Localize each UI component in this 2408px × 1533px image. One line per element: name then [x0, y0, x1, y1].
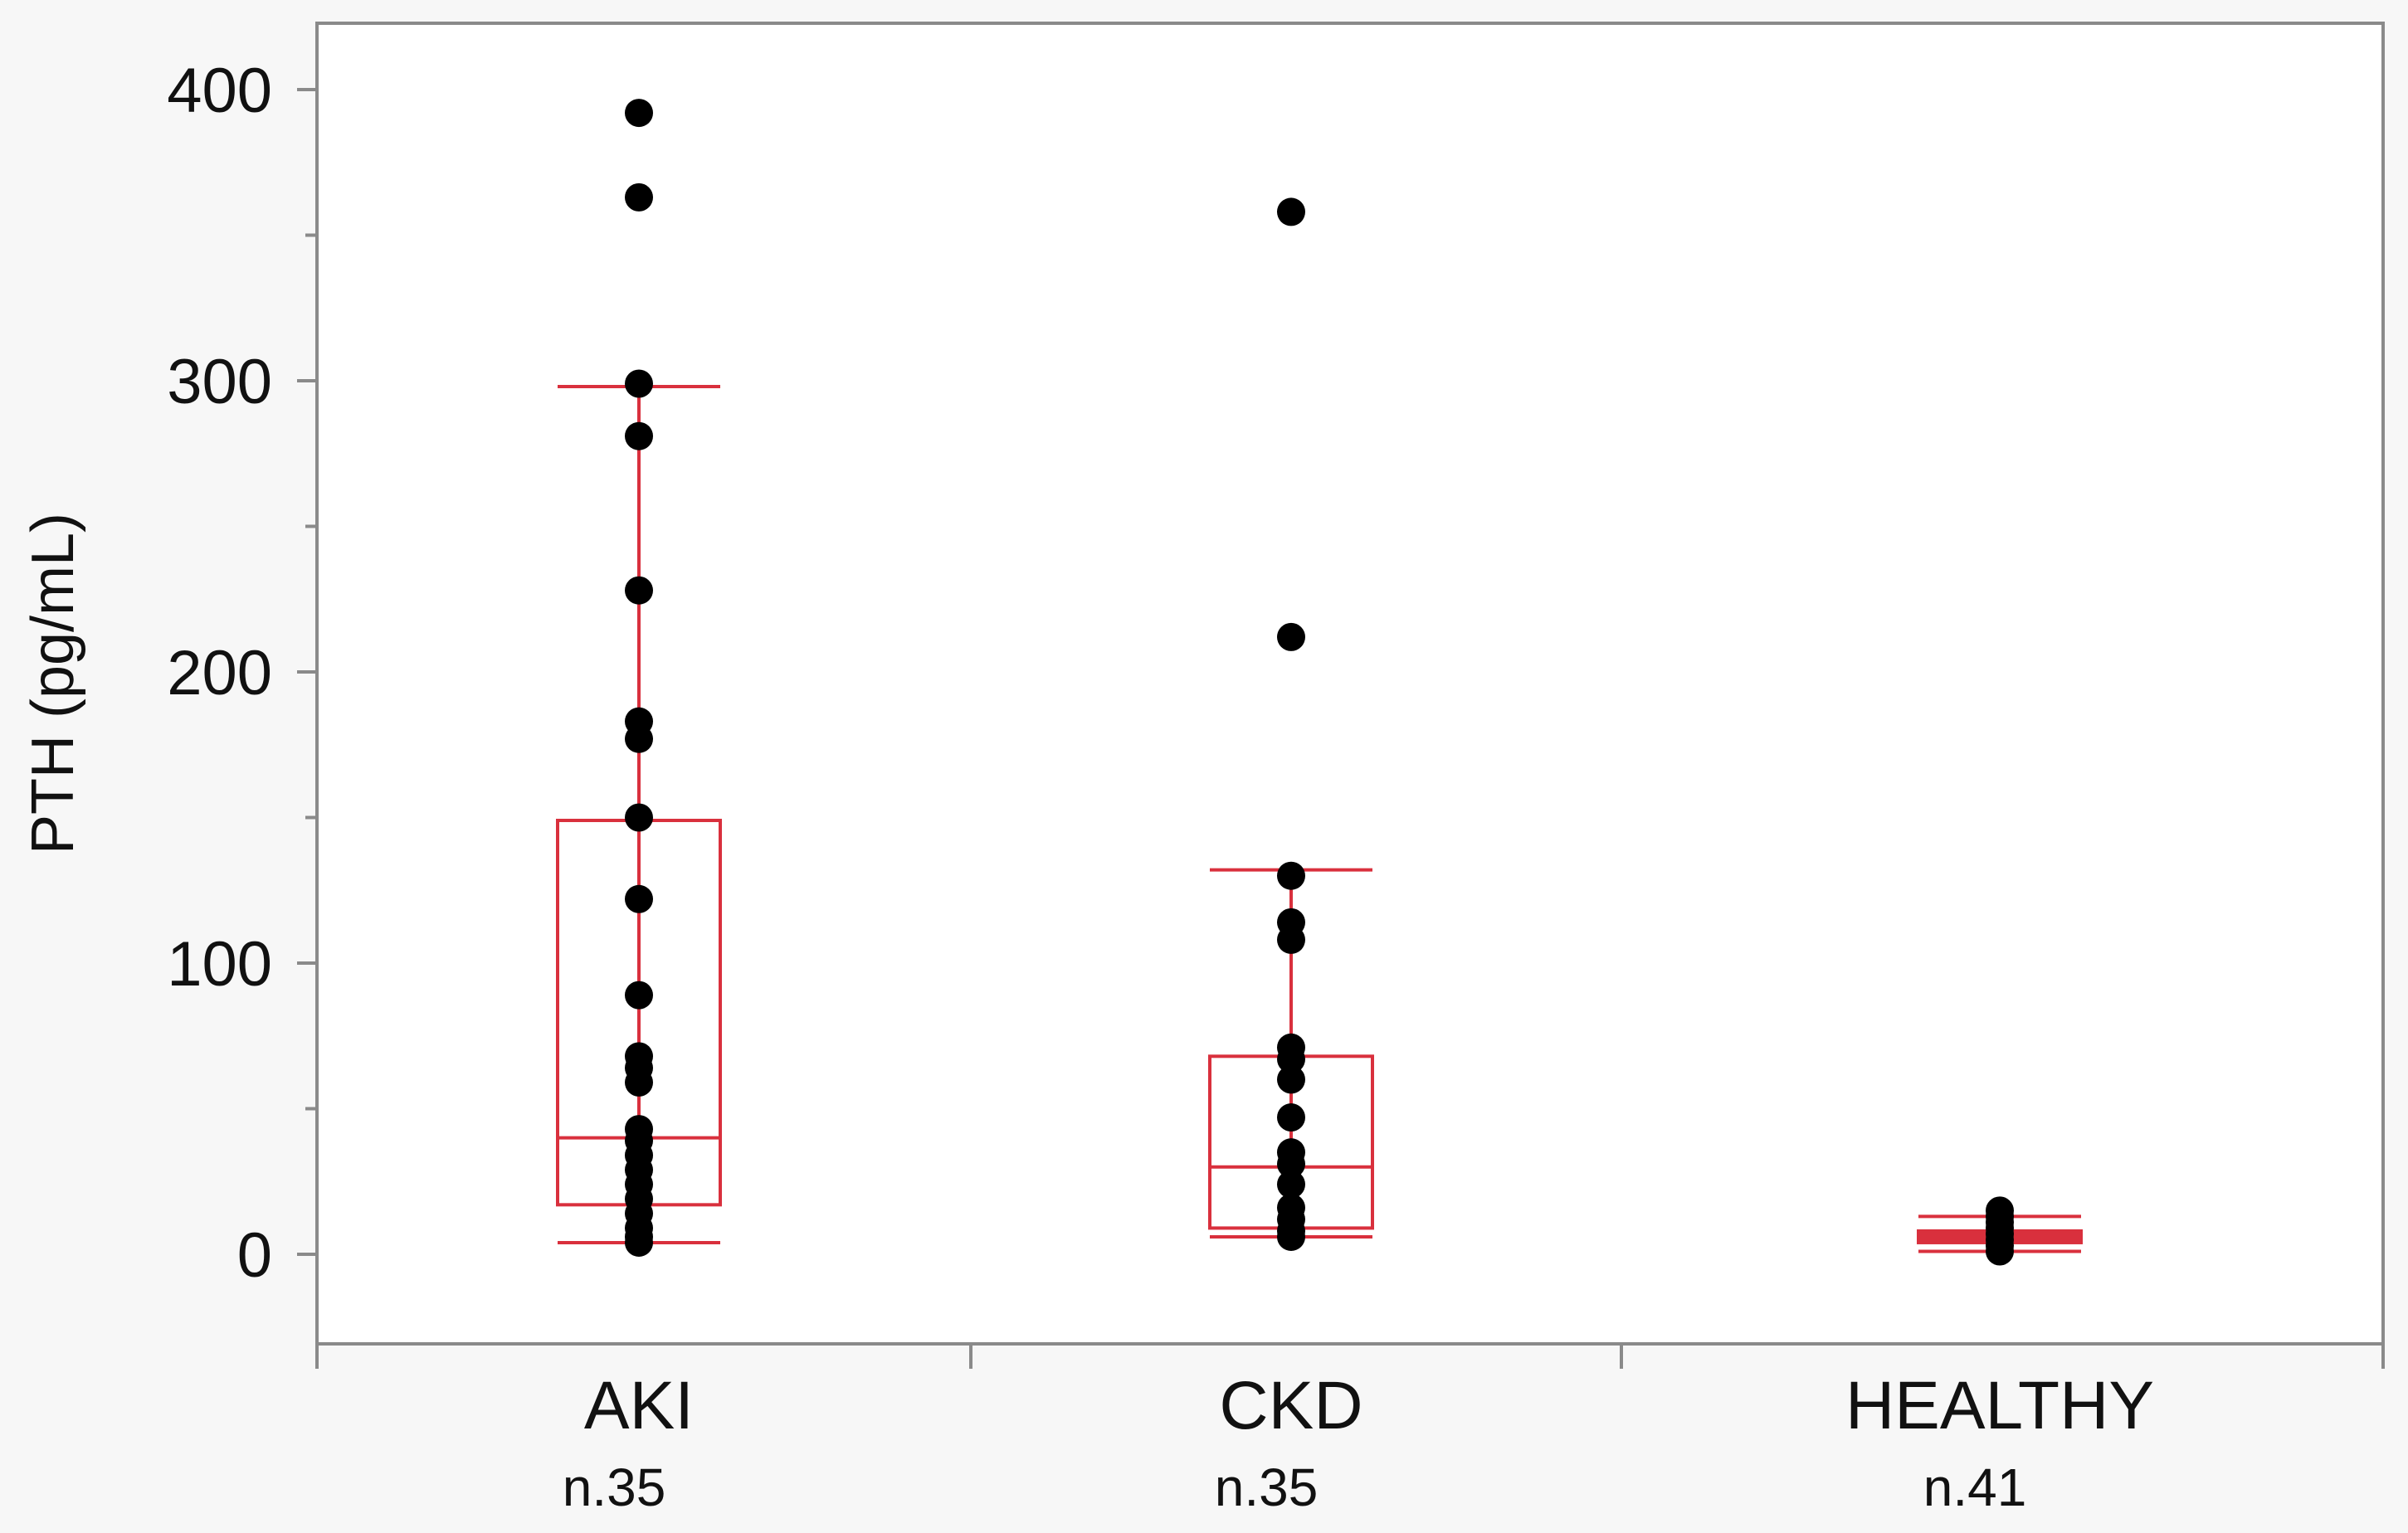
data-point — [1277, 1044, 1305, 1073]
data-point — [1277, 197, 1305, 226]
data-points — [625, 99, 2014, 1266]
data-point — [625, 1068, 653, 1097]
y-axis: 0 100 200 300 400 — [167, 56, 317, 1291]
y-tick-label: 100 — [167, 929, 272, 1000]
x-sample-size-label: n.35 — [563, 1458, 666, 1517]
data-point — [1986, 1237, 2014, 1266]
data-point — [1277, 1065, 1305, 1094]
x-category-label: HEALTHY — [1845, 1368, 2154, 1443]
plot-area — [315, 22, 2385, 1346]
data-point — [1277, 1222, 1305, 1251]
x-sample-size-label: n.35 — [1215, 1458, 1319, 1517]
data-point — [1277, 1150, 1305, 1179]
data-point — [625, 1228, 653, 1257]
y-tick-label: 0 — [237, 1220, 272, 1291]
x-axis: AKI n.35 CKD n.35 HEALTHY n.41 — [315, 1344, 2385, 1517]
data-point — [625, 884, 653, 913]
x-category-label: CKD — [1219, 1368, 1362, 1443]
data-point — [625, 369, 653, 398]
data-point — [1277, 861, 1305, 890]
data-point — [625, 576, 653, 605]
data-point — [625, 981, 653, 1010]
data-point — [625, 421, 653, 450]
data-point — [625, 724, 653, 753]
y-tick-label: 300 — [167, 347, 272, 417]
x-category-label: AKI — [584, 1368, 694, 1443]
x-sample-size-label: n.41 — [1923, 1458, 2027, 1517]
y-tick-label: 400 — [167, 56, 272, 126]
data-point — [1277, 925, 1305, 954]
data-point — [625, 803, 653, 832]
y-tick-label: 200 — [167, 638, 272, 708]
data-point — [1277, 1103, 1305, 1132]
data-point — [1277, 622, 1305, 651]
data-point — [625, 182, 653, 212]
data-point — [1277, 1170, 1305, 1199]
y-axis-title: PTH (pg/mL) — [20, 513, 86, 854]
data-point — [625, 99, 653, 128]
